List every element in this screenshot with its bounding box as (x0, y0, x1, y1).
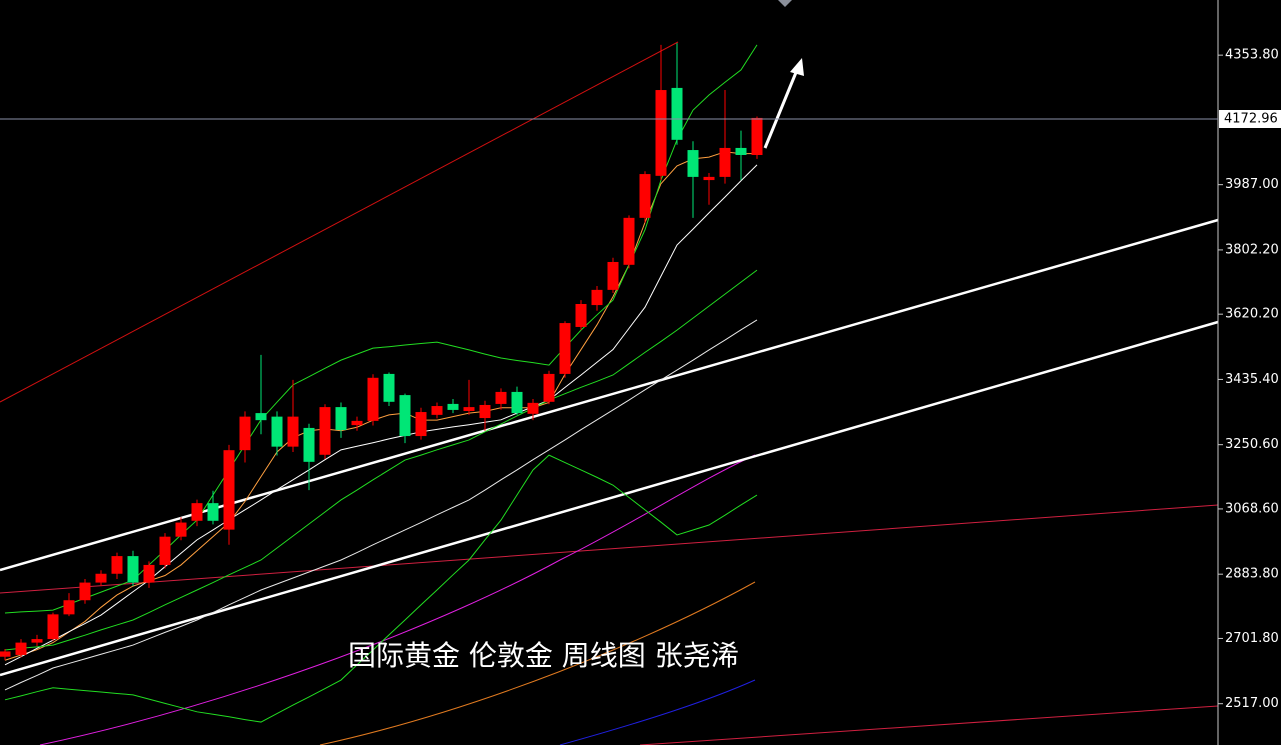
candle-body (735, 147, 747, 156)
ma-line (4, 164, 758, 666)
candle-body (175, 522, 187, 537)
candle-body (207, 503, 219, 521)
candle-body (95, 573, 107, 583)
ma-line (559, 679, 756, 745)
y-tick-label: 3068.60 (1225, 501, 1279, 516)
candle-body (79, 582, 91, 601)
candle-body (191, 503, 203, 521)
candle-body (623, 217, 635, 265)
candle-body (703, 176, 715, 181)
candle-body (15, 642, 27, 655)
candle-body (639, 174, 651, 218)
candle-body (527, 402, 539, 414)
drawings (0, 0, 1219, 745)
candle-body (127, 556, 139, 583)
ma-line (4, 269, 758, 651)
candle-body (415, 412, 427, 437)
y-tick-label: 3802.20 (1225, 242, 1279, 257)
channel-line (0, 41, 679, 403)
candle-body (559, 323, 571, 374)
candle-body (719, 147, 731, 177)
candle-body (655, 90, 667, 176)
arrow (763, 69, 799, 149)
ma-line (39, 454, 756, 745)
ma-line (319, 581, 756, 745)
candle-body (111, 556, 123, 574)
candle-body (31, 639, 43, 643)
y-tick-label: 4353.80 (1225, 48, 1279, 63)
candle-body (335, 407, 347, 431)
candle-body (271, 416, 283, 447)
candle-body (751, 117, 763, 156)
candle-body (351, 420, 363, 426)
y-tick-label: 2883.80 (1225, 567, 1279, 582)
candle-body (607, 261, 619, 290)
candle-body (287, 416, 299, 447)
trend-line (0, 504, 1219, 594)
trend-line (0, 218, 1219, 572)
candle-body (399, 395, 411, 437)
candle-body (543, 373, 555, 402)
plot: 4353.80 3987.00 3802.20 3620.20 3435.40 3250.… (0, 43, 1281, 723)
candle-body (687, 150, 699, 177)
chart-title: 国际黄金 伦敦金 周线图 张尧浠 (348, 639, 739, 672)
candle-body (591, 289, 603, 306)
y-tick-label: 3987.00 (1225, 177, 1279, 192)
candle-body (431, 406, 443, 415)
candle-body (575, 304, 587, 327)
trend-line (0, 320, 1219, 677)
candle-body (255, 413, 267, 421)
candle-body (495, 391, 507, 404)
candle-body (479, 404, 491, 419)
candle-body (447, 403, 459, 410)
candle-body (367, 377, 379, 421)
candle-body (63, 600, 75, 615)
candle-body (463, 407, 475, 411)
candle-body (0, 651, 11, 657)
last-price-label: 4172.96 (1224, 112, 1278, 127)
candle-body (383, 373, 395, 402)
ma-line (4, 319, 758, 691)
candle-body (223, 450, 235, 530)
candle-body (47, 614, 59, 640)
y-tick-label: 2701.80 (1225, 631, 1279, 646)
candle-body (511, 391, 523, 414)
candle-body (159, 536, 171, 565)
marker (778, 0, 792, 7)
candle-body (239, 416, 251, 451)
arrow-head (790, 58, 804, 76)
y-tick-label: 3435.40 (1225, 372, 1279, 387)
y-tick-label: 3620.20 (1225, 307, 1279, 322)
candle-body (319, 407, 331, 455)
ma-line (4, 454, 758, 723)
y-tick-label: 3250.60 (1225, 437, 1279, 452)
candle-body (303, 427, 315, 462)
candle-body (143, 564, 155, 583)
trend-line (639, 705, 1219, 745)
candle-body (671, 87, 683, 140)
last-price-box (1219, 110, 1281, 129)
y-tick-label: 2517.00 (1225, 696, 1279, 711)
